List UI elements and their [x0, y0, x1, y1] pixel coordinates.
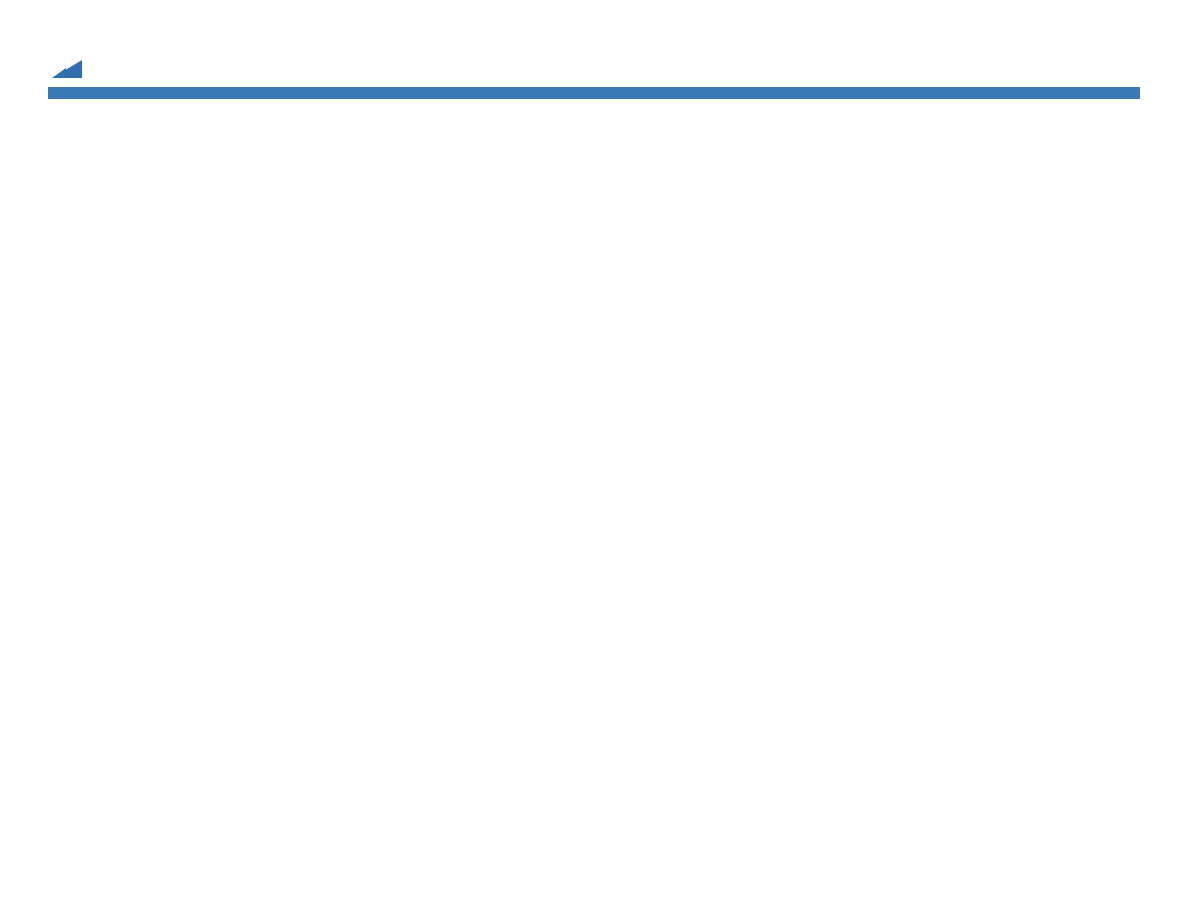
weekday-header: [204, 87, 360, 99]
weekday-header: [360, 87, 516, 99]
weekday-header: [828, 87, 984, 99]
weekday-header: [672, 87, 828, 99]
brand-logo: [48, 58, 126, 79]
weekday-header: [48, 87, 204, 99]
weekday-header: [984, 87, 1140, 99]
weekday-header: [516, 87, 672, 99]
brand-triangle-icon: [52, 58, 82, 83]
weekday-header-row: [48, 87, 1140, 99]
header: [48, 40, 1140, 79]
calendar-table: [48, 87, 1140, 99]
